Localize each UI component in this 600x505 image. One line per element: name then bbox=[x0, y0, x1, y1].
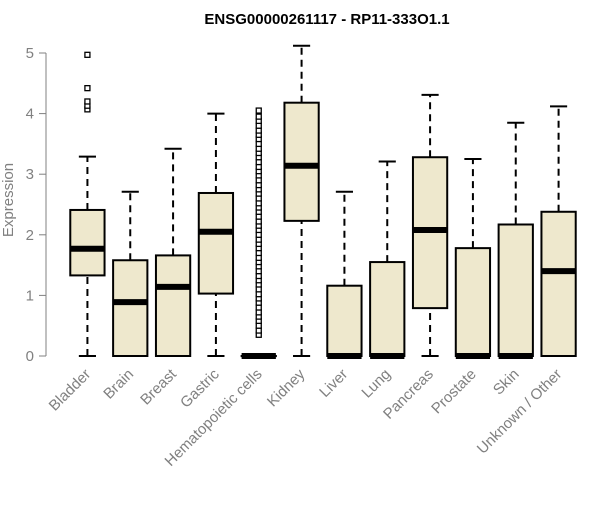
box-iqr bbox=[70, 210, 104, 275]
box-kidney bbox=[284, 46, 318, 356]
outlier-point bbox=[85, 52, 90, 57]
x-tick-label: Liver bbox=[316, 366, 351, 401]
outlier-point bbox=[85, 86, 90, 91]
outlier-point bbox=[256, 114, 261, 119]
box-iqr bbox=[456, 248, 490, 356]
x-tick-label: Brain bbox=[100, 366, 137, 403]
box-iqr bbox=[284, 103, 318, 221]
x-tick-label: Kidney bbox=[264, 365, 309, 410]
chart-title: ENSG00000261117 - RP11-333O1.1 bbox=[204, 11, 449, 28]
box-iqr bbox=[156, 255, 190, 356]
outlier-point bbox=[85, 99, 90, 104]
box-iqr bbox=[370, 262, 404, 356]
box-group bbox=[70, 46, 575, 356]
y-tick-label: 1 bbox=[26, 287, 34, 304]
outlier-point bbox=[256, 108, 261, 113]
y-tick-label: 0 bbox=[26, 348, 34, 365]
y-tick-label: 3 bbox=[26, 166, 34, 183]
x-tick-label: Prostate bbox=[428, 366, 480, 418]
x-tick-label: Bladder bbox=[46, 366, 95, 415]
y-axis: 0 1 2 3 4 5 bbox=[26, 45, 46, 365]
box-iqr bbox=[113, 260, 147, 356]
box-iqr bbox=[199, 193, 233, 294]
box-brain bbox=[113, 192, 147, 356]
x-tick-label: Skin bbox=[490, 366, 523, 399]
box-liver bbox=[327, 192, 361, 356]
y-tick-label: 5 bbox=[26, 45, 34, 62]
box-iqr bbox=[499, 224, 533, 356]
box-gastric bbox=[199, 114, 233, 356]
box-unknown-other bbox=[541, 106, 575, 356]
box-prostate bbox=[456, 159, 490, 356]
box-lung bbox=[370, 161, 404, 356]
box-skin bbox=[499, 123, 533, 356]
x-tick-label: Breast bbox=[137, 365, 180, 408]
box-iqr bbox=[327, 286, 361, 356]
y-axis-label: Expression bbox=[0, 163, 17, 237]
box-breast bbox=[156, 149, 190, 356]
box-bladder bbox=[70, 52, 104, 356]
y-tick-label: 4 bbox=[26, 106, 34, 123]
y-tick-label: 2 bbox=[26, 227, 34, 244]
x-tick-label: Lung bbox=[358, 366, 394, 402]
box-iqr bbox=[541, 212, 575, 356]
box-hematopoietic-cells bbox=[242, 108, 276, 356]
box-pancreas bbox=[413, 95, 447, 356]
